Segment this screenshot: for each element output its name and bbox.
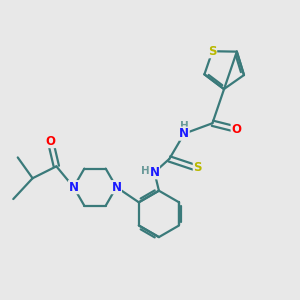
- Text: N: N: [149, 166, 160, 179]
- Text: H: H: [141, 166, 150, 176]
- Text: S: S: [193, 161, 202, 174]
- Text: O: O: [231, 123, 241, 136]
- Text: H: H: [180, 121, 189, 131]
- Text: N: N: [69, 181, 79, 194]
- Text: S: S: [208, 45, 217, 58]
- Text: O: O: [45, 135, 56, 148]
- Text: N: N: [111, 181, 122, 194]
- Text: N: N: [179, 127, 189, 140]
